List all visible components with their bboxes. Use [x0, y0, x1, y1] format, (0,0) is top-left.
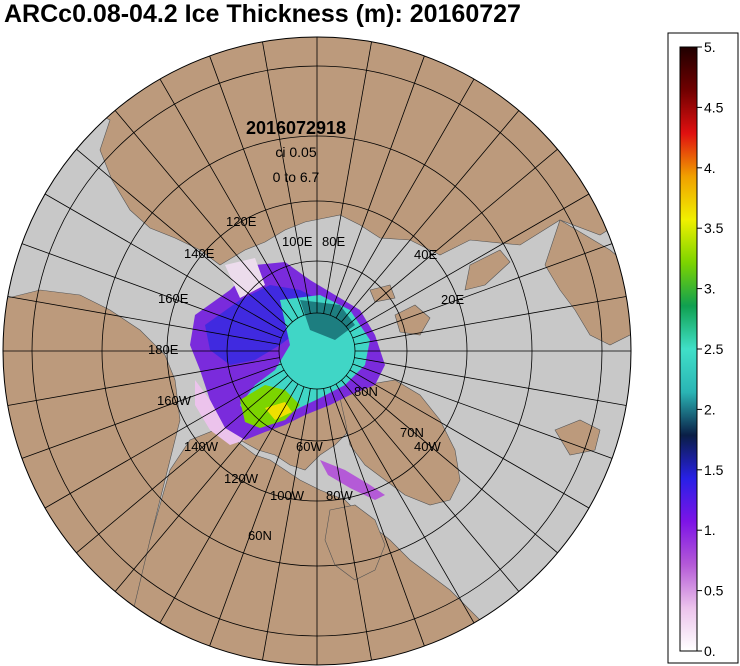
land-iceland: [554, 419, 601, 456]
ice-pale-top: [225, 258, 265, 298]
meridian-line: [262, 41, 311, 314]
label-160w: 160W: [157, 393, 192, 408]
land-franz-josef: [369, 284, 396, 303]
label-70n: 70N: [400, 425, 424, 440]
meridian-line: [354, 357, 627, 406]
meridian-line: [354, 296, 627, 345]
label-80w: 80W: [326, 488, 353, 503]
meridian-line: [159, 78, 299, 319]
meridian-line: [349, 193, 590, 333]
meridian-line: [114, 379, 293, 592]
ice-teal-dark: [300, 300, 355, 340]
colorbar-tick-label: 0.: [704, 643, 716, 659]
meridian-line: [323, 41, 372, 314]
meridian-line: [21, 243, 282, 339]
meridian-line: [345, 148, 558, 327]
land-baffin: [324, 504, 386, 581]
label-80e: 80E: [322, 234, 345, 249]
meridian-line: [114, 110, 293, 323]
colorbar-gradient: [680, 47, 697, 651]
meridian-line: [341, 379, 520, 592]
graticule-labels: 120E 100E 80E 140E 40E 20E 160E 180E 80N…: [148, 214, 464, 543]
label-100e: 100E: [282, 234, 313, 249]
meridian-line: [209, 386, 305, 647]
meridian-line: [7, 296, 280, 345]
label-60w: 60W: [296, 439, 323, 454]
graticule: [3, 37, 631, 665]
meridian-line: [329, 386, 425, 647]
meridian-line: [159, 383, 299, 624]
meridian-line: [209, 55, 305, 316]
colorbar-tick-label: 3.5: [704, 220, 724, 236]
colorbar-tick-label: 4.5: [704, 99, 724, 115]
label-180e: 180E: [148, 342, 179, 357]
info-contour-interval: ci 0.05: [275, 144, 316, 160]
colorbar-tick-label: 2.: [704, 401, 716, 417]
map-border: [2, 36, 632, 666]
ice-channel-purple: [320, 460, 385, 500]
colorbar-frame: [667, 32, 739, 664]
map-title: ARCc0.08-04.2 Ice Thickness (m): 2016072…: [4, 0, 521, 28]
colorbar-tick-label: 0.5: [704, 583, 724, 599]
label-140e: 140E: [184, 246, 215, 261]
meridian-line: [352, 363, 613, 459]
meridian-line: [44, 369, 285, 509]
meridian-line: [323, 388, 372, 661]
colorbar-ticks: 5. 4.5 4. 3.5 3. 2.5 2. 1.5 1. 0.5 0.: [697, 39, 724, 659]
meridian-line: [341, 110, 520, 323]
label-100w: 100W: [270, 488, 305, 503]
meridian-line: [345, 375, 558, 554]
meridian-line: [335, 78, 475, 319]
label-40w: 40W: [414, 439, 441, 454]
label-140w: 140W: [184, 439, 219, 454]
meridian-line: [262, 388, 311, 661]
colorbar-tick-label: 1.: [704, 522, 716, 538]
info-timestamp: 2016072918: [246, 118, 346, 138]
info-range: 0 to 6.7: [273, 169, 320, 185]
meridian-line: [76, 148, 289, 327]
meridian-line: [329, 55, 425, 316]
colorbar-tick-label: 5.: [704, 39, 716, 55]
colorbar-tick-label: 2.5: [704, 341, 724, 357]
label-20e: 20E: [441, 292, 464, 307]
meridian-line: [349, 369, 590, 509]
colorbar-tick-label: 4.: [704, 160, 716, 176]
meridian-line: [44, 193, 285, 333]
label-60n: 60N: [248, 528, 272, 543]
label-120w: 120W: [224, 471, 259, 486]
land-novaya-zemlya: [464, 249, 511, 291]
label-80n: 80N: [354, 384, 378, 399]
colorbar-tick-label: 3.: [704, 281, 716, 297]
label-160e: 160E: [158, 291, 189, 306]
land-greenland: [339, 379, 461, 506]
colorbar-tick-label: 1.5: [704, 462, 724, 478]
meridian-line: [352, 243, 613, 339]
label-120e: 120E: [226, 214, 257, 229]
label-40e: 40E: [414, 247, 437, 262]
meridian-line: [76, 375, 289, 554]
meridian-line: [7, 357, 280, 406]
colorbar: 5. 4.5 4. 3.5 3. 2.5 2. 1.5 1. 0.5 0.: [667, 32, 739, 664]
meridian-line: [21, 363, 282, 459]
meridian-line: [335, 383, 475, 624]
